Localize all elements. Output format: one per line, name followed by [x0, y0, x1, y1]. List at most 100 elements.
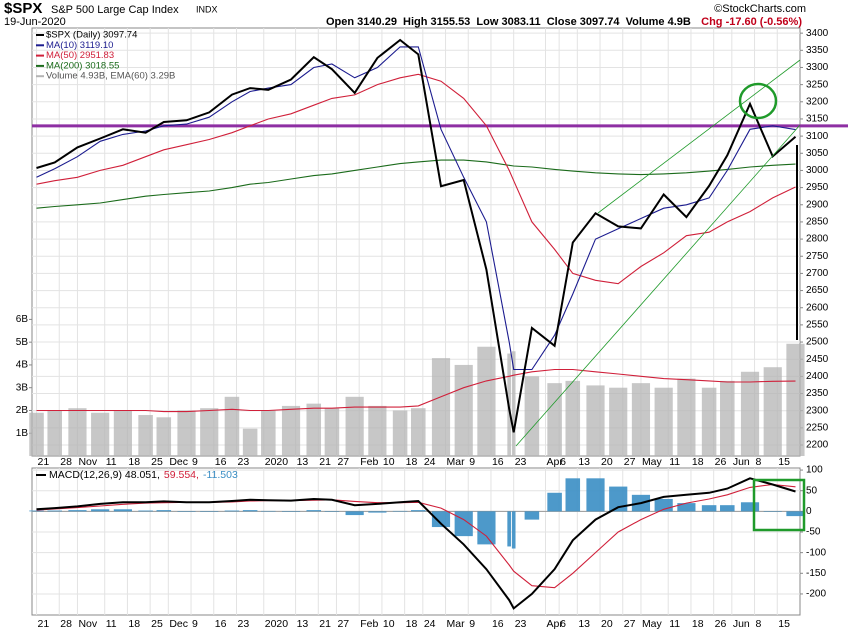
series-line — [36, 38, 797, 433]
x-tick-label: 26 — [715, 456, 727, 468]
bar — [200, 511, 219, 512]
x-tick-label: 24 — [424, 618, 436, 630]
highlight-circle — [738, 82, 778, 120]
bar — [29, 412, 44, 456]
y2-tick-label: 5B — [16, 337, 29, 348]
date: 19-Jun-2020 — [4, 16, 66, 28]
y-tick-label: 2750 — [806, 251, 829, 262]
plot-layer: 2200225023002350240024502500255026002650… — [16, 28, 848, 630]
bar — [507, 511, 511, 547]
bar — [47, 510, 62, 512]
y-tick-label: 2600 — [806, 302, 829, 313]
bar — [720, 505, 735, 512]
y2-tick-label: 3B — [16, 382, 29, 393]
bar — [786, 511, 805, 517]
bar — [524, 376, 540, 456]
x-tick-label: 11 — [106, 618, 117, 630]
y2-tick-label: 6B — [16, 314, 29, 325]
bar — [324, 511, 340, 512]
y-tick-label: 100 — [806, 465, 823, 476]
y-tick-label: 3350 — [806, 45, 829, 56]
y-tick-label: 2650 — [806, 285, 829, 296]
x-tick-label: 13 — [578, 618, 590, 630]
y-tick-label: 2700 — [806, 268, 829, 279]
change: Chg -17.60 (-0.56%) — [701, 16, 802, 28]
x-tick-label: 27 — [624, 618, 636, 630]
bar — [677, 503, 696, 512]
bar — [763, 511, 782, 512]
bar — [786, 343, 805, 456]
bar — [138, 415, 153, 456]
x-tick-label: Dec — [169, 456, 188, 468]
x-tick-label: 27 — [624, 456, 636, 468]
y-tick-label: 2950 — [806, 182, 829, 193]
x-tick-label: 16 — [492, 618, 504, 630]
y-tick-label: 2800 — [806, 234, 829, 245]
y-tick-label: 2850 — [806, 217, 829, 228]
x-tick-label: 21 — [38, 456, 50, 468]
bar — [547, 492, 562, 512]
y-tick-label: 0 — [806, 506, 812, 517]
bar — [29, 510, 44, 512]
bar — [91, 509, 110, 512]
x-tick-label: 16 — [215, 618, 227, 630]
x-tick-label: Feb — [360, 618, 378, 630]
x-tick-label: Mar — [447, 618, 466, 630]
series-line — [36, 368, 796, 413]
bar — [138, 510, 153, 512]
x-tick-label: Dec — [169, 618, 188, 630]
x-tick-label: 18 — [128, 618, 140, 630]
y-tick-label: 3100 — [806, 131, 829, 142]
x-tick-label: 25 — [151, 618, 163, 630]
x-tick-label: 28 — [60, 456, 72, 468]
x-tick-label: 9 — [469, 456, 475, 468]
legend-label: 59.554, — [164, 469, 199, 481]
bar — [68, 510, 87, 512]
bar — [740, 371, 760, 456]
x-tick-label: 23 — [237, 456, 249, 468]
legend-label: MA(50) 2951.83 — [46, 50, 114, 61]
series-line — [36, 159, 796, 209]
y-tick-label: 2350 — [806, 388, 829, 399]
bar — [477, 346, 496, 456]
bar — [677, 378, 696, 456]
x-tick-label: 11 — [669, 618, 680, 630]
bar — [113, 410, 132, 456]
bar — [511, 351, 516, 456]
x-tick-label: 16 — [215, 456, 227, 468]
bar — [177, 511, 196, 512]
x-tick-label: Apr — [547, 456, 564, 468]
bar — [156, 417, 172, 456]
x-tick-label: Jun — [733, 456, 750, 468]
legend-label: $SPX (Daily) 3097.74 — [46, 30, 137, 41]
bar — [281, 405, 301, 456]
highlight-box — [752, 478, 806, 532]
x-tick-label: 6 — [560, 456, 566, 468]
legend-label: -11.503 — [203, 469, 238, 481]
credit: ©StockCharts.com — [714, 3, 806, 15]
x-tick-label: 13 — [578, 456, 590, 468]
y-tick-label: -100 — [806, 547, 826, 558]
y-tick-label: 3400 — [806, 28, 829, 39]
y2-tick-label: 2B — [16, 405, 29, 416]
x-tick-label: 9 — [192, 456, 198, 468]
macd-panel — [31, 467, 801, 616]
bar — [306, 510, 322, 512]
x-tick-label: 2020 — [265, 456, 289, 468]
quote: Open 3140.29 High 3155.53 Low 3083.11 Cl… — [326, 16, 691, 28]
bar — [68, 408, 87, 456]
exchange: INDX — [196, 4, 218, 14]
x-tick-label: 18 — [692, 456, 704, 468]
y2-tick-label: 4B — [16, 360, 29, 371]
bar — [306, 403, 322, 456]
bar — [701, 387, 717, 456]
bar — [392, 410, 408, 456]
legend-label: MACD(12,26,9) 48.051, — [49, 469, 160, 481]
x-tick-label: Apr — [547, 618, 564, 630]
bar — [609, 486, 628, 512]
bar — [345, 511, 364, 516]
price-panel — [31, 27, 801, 457]
x-tick-label: 15 — [778, 618, 790, 630]
x-tick-label: 13 — [297, 618, 309, 630]
bar — [609, 387, 628, 456]
